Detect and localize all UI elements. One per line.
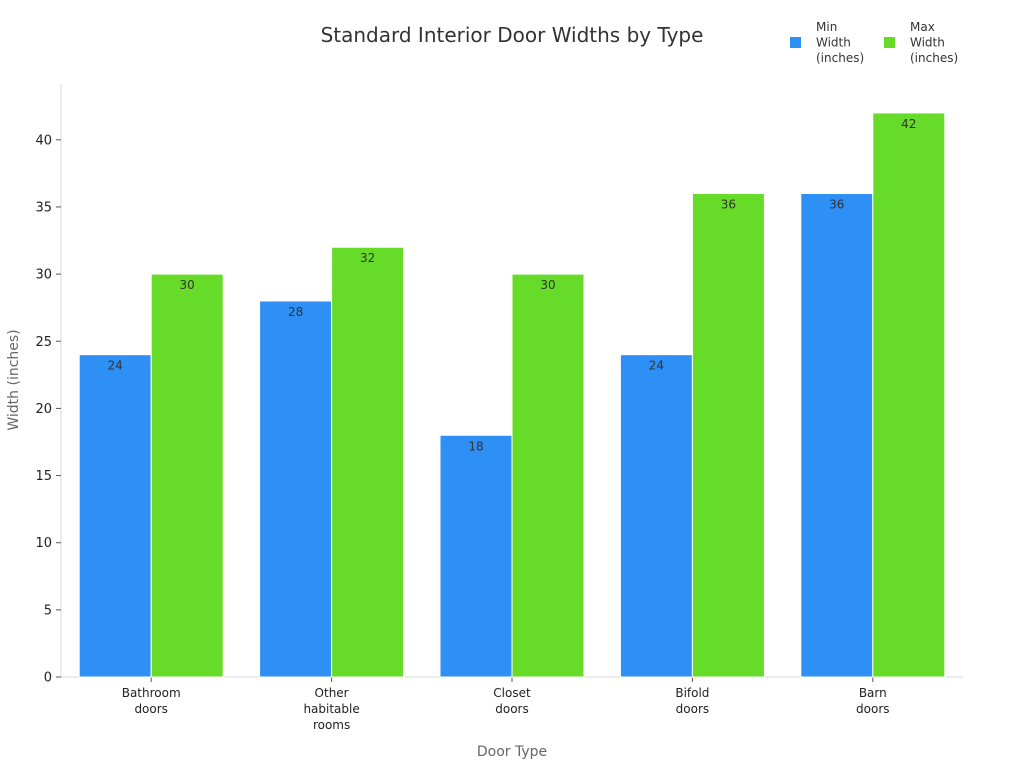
y-tick-label: 25 <box>35 335 52 350</box>
bar-min-width <box>800 193 874 678</box>
bar-value-label: 28 <box>288 305 303 319</box>
chart-title: Standard Interior Door Widths by Type <box>321 23 704 47</box>
bar-value-label: 18 <box>468 439 483 453</box>
x-tick-label: Barn doors <box>856 686 890 716</box>
legend-label: Min Width (inches) <box>816 20 864 65</box>
x-tick-label: Other habitable rooms <box>303 686 359 732</box>
y-tick-label: 30 <box>35 268 52 283</box>
bar-min-width <box>619 354 693 678</box>
x-axis-title: Door Type <box>477 744 547 760</box>
bar-max-width <box>511 273 585 678</box>
legend-swatch <box>790 37 801 48</box>
bar-max-width <box>331 246 405 678</box>
bar-value-label: 36 <box>829 198 844 212</box>
axes: 0 5 10 15 20 25 30 35 40 Bathroom doors Other habita… <box>35 84 963 732</box>
bar-max-width <box>872 112 946 678</box>
bar-value-label: 32 <box>360 251 375 265</box>
bar-value-label: 30 <box>180 278 195 292</box>
bar-min-width <box>78 354 152 678</box>
y-tick-label: 35 <box>35 200 52 215</box>
x-tick-label: Bifold doors <box>675 686 709 716</box>
legend-swatch <box>884 37 895 48</box>
bar-value-label: 30 <box>540 278 555 292</box>
x-tick-label: Bathroom doors <box>122 686 181 716</box>
y-tick-label: 40 <box>35 133 52 148</box>
y-tick-label: 0 <box>44 671 52 686</box>
bar-min-width <box>439 434 513 678</box>
bars-group <box>78 112 946 678</box>
y-tick-label: 20 <box>35 402 52 417</box>
bar-value-label: 24 <box>108 359 123 373</box>
bar-value-label: 36 <box>721 198 736 212</box>
legend-label: Max Width (inches) <box>910 20 958 65</box>
bar-min-width <box>259 300 333 678</box>
y-tick-label: 15 <box>35 469 52 484</box>
bar-labels-group: 24 30 28 32 18 30 24 36 36 42 <box>108 117 917 453</box>
x-tick-label: Closet doors <box>493 686 531 716</box>
bar-value-label: 42 <box>901 117 916 131</box>
legend: Min Width (inches) Max Width (inches) <box>790 20 958 65</box>
y-axis-title: Width (inches) <box>6 329 22 430</box>
y-tick-label: 10 <box>35 536 52 551</box>
y-tick-label: 5 <box>44 603 52 618</box>
bar-max-width <box>150 273 224 678</box>
bar-value-label: 24 <box>649 359 664 373</box>
bar-max-width <box>691 193 765 678</box>
